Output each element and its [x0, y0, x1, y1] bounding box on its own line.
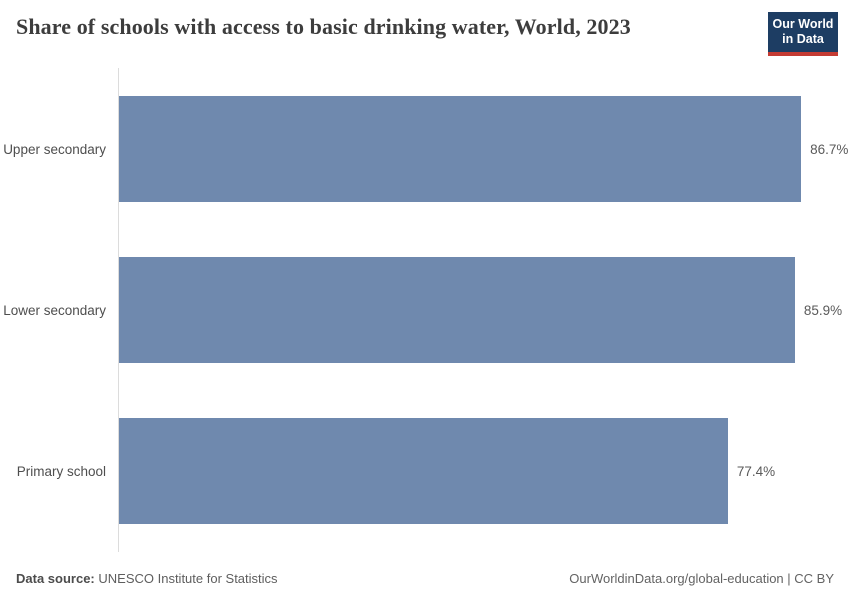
bar-row: Primary school 77.4% — [0, 418, 850, 524]
bar-row: Upper secondary 86.7% — [0, 96, 850, 202]
owid-logo-line2: in Data — [782, 32, 824, 46]
category-label: Primary school — [16, 463, 106, 479]
owid-logo[interactable]: Our World in Data — [768, 12, 838, 56]
value-label: 85.9% — [803, 302, 843, 318]
bar-chart: Upper secondary 86.7% Lower secondary 85… — [0, 68, 850, 552]
bar-track: 77.4% — [118, 418, 850, 524]
value-label: 86.7% — [810, 141, 849, 157]
attribution[interactable]: OurWorldinData.org/global-education | CC… — [569, 571, 834, 586]
bar-track: 86.7% — [118, 96, 850, 202]
data-source-value: UNESCO Institute for Statistics — [98, 571, 278, 586]
chart-header: Share of schools with access to basic dr… — [0, 0, 850, 56]
chart-footer: Data source: UNESCO Institute for Statis… — [16, 571, 834, 586]
data-source: Data source: UNESCO Institute for Statis… — [16, 571, 278, 586]
bar-track: 85.9% — [118, 257, 850, 363]
bar-primary-school[interactable] — [118, 418, 728, 524]
bar-row: Lower secondary 85.9% — [0, 257, 850, 363]
category-label: Upper secondary — [3, 141, 106, 157]
bar-upper-secondary[interactable] — [118, 96, 802, 202]
bar-rows: Upper secondary 86.7% Lower secondary 85… — [0, 68, 850, 524]
bar-lower-secondary[interactable] — [118, 257, 795, 363]
y-axis-line — [118, 68, 119, 552]
owid-logo-line1: Our World — [772, 17, 834, 31]
category-label: Lower secondary — [3, 302, 106, 318]
data-source-label: Data source: — [16, 571, 95, 586]
value-label: 77.4% — [736, 463, 776, 479]
page-title: Share of schools with access to basic dr… — [16, 14, 631, 39]
